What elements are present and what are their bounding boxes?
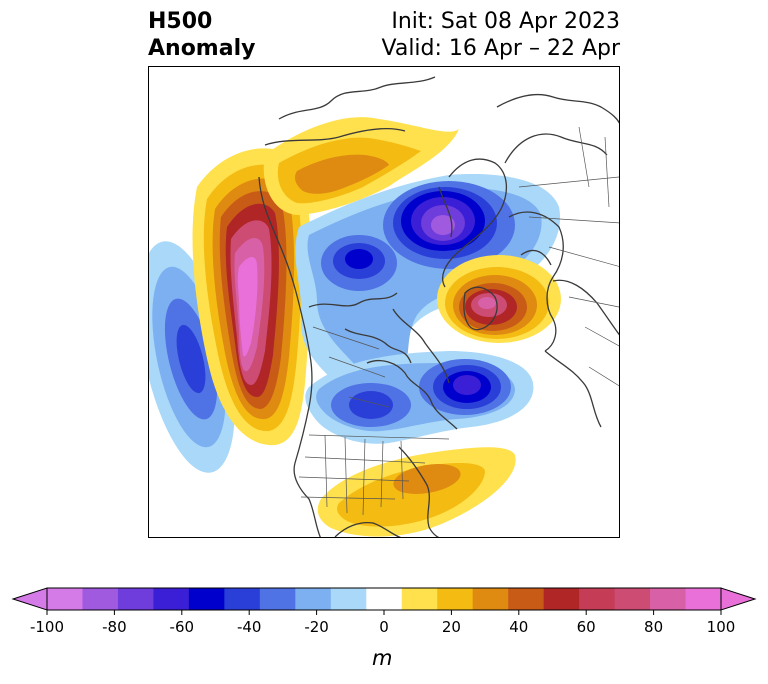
colorbar-segment xyxy=(153,588,190,610)
contour-hudson-trough xyxy=(305,351,534,444)
init-time-label: Init: Sat 08 Apr 2023 xyxy=(391,9,620,34)
colorbar-segment xyxy=(366,588,403,610)
colorbar-unit-label: m xyxy=(372,646,393,670)
colorbar-segment xyxy=(650,588,687,610)
colorbar-segment xyxy=(685,588,722,610)
contour-pacific-ridge xyxy=(192,148,312,446)
title-field: Anomaly xyxy=(148,36,256,61)
colorbar-segment xyxy=(188,588,225,610)
colorbar-segment xyxy=(295,588,332,610)
colorbar-segment xyxy=(259,588,296,610)
coastlines xyxy=(258,76,619,537)
map-panel[interactable] xyxy=(148,66,620,538)
colorbar-segment xyxy=(401,588,438,610)
map-title-left: H500 Anomaly xyxy=(148,8,255,62)
colorbar-tick-label: 20 xyxy=(442,618,461,635)
colorbar-segment xyxy=(543,588,580,610)
colorbar-segment xyxy=(82,588,119,610)
colorbar: -100 -80 -60 -40 -20 0 20 40 60 80 100 xyxy=(11,587,757,635)
colorbar-segment xyxy=(579,588,616,610)
contour-arctic-ridge xyxy=(263,117,459,215)
colorbar-tick-label: -100 xyxy=(30,618,64,635)
colorbar-extend-high xyxy=(720,587,757,611)
colorbar-segment xyxy=(437,588,474,610)
map-title-right: Init: Sat 08 Apr 2023 Valid: 16 Apr – 22… xyxy=(382,8,621,62)
colorbar-segment xyxy=(117,588,154,610)
colorbar-tick-label: -60 xyxy=(170,618,195,635)
colorbar-segment xyxy=(472,588,509,610)
colorbar-segment xyxy=(508,588,545,610)
colorbar-tick-label: 100 xyxy=(707,618,736,635)
colorbar-tick-label: 40 xyxy=(509,618,528,635)
colorbar-segment xyxy=(614,588,651,610)
contour-scandinavia-ridge xyxy=(437,255,561,343)
colorbar-segment xyxy=(47,588,83,610)
colorbar-tick-label: -40 xyxy=(237,618,262,635)
colorbar-segment xyxy=(330,588,367,610)
colorbar-segment xyxy=(224,588,261,610)
valid-time-label: Valid: 16 Apr – 22 Apr xyxy=(381,36,621,61)
political-boundaries xyxy=(298,126,619,516)
colorbar-tick-label: 0 xyxy=(379,618,389,635)
colorbar-segments xyxy=(47,588,722,610)
colorbar-tick-label: -80 xyxy=(102,618,127,635)
contour-southeast-ridge xyxy=(317,447,516,537)
colorbar-ticks: -100 -80 -60 -40 -20 0 20 40 60 80 100 xyxy=(30,610,735,635)
colorbar-tick-label: -20 xyxy=(304,618,329,635)
colorbar-extend-low xyxy=(11,587,48,611)
colorbar-tick-label: 60 xyxy=(577,618,596,635)
anomaly-map xyxy=(149,76,619,537)
title-variable: H500 xyxy=(148,9,213,34)
colorbar-tick-label: 80 xyxy=(644,618,663,635)
